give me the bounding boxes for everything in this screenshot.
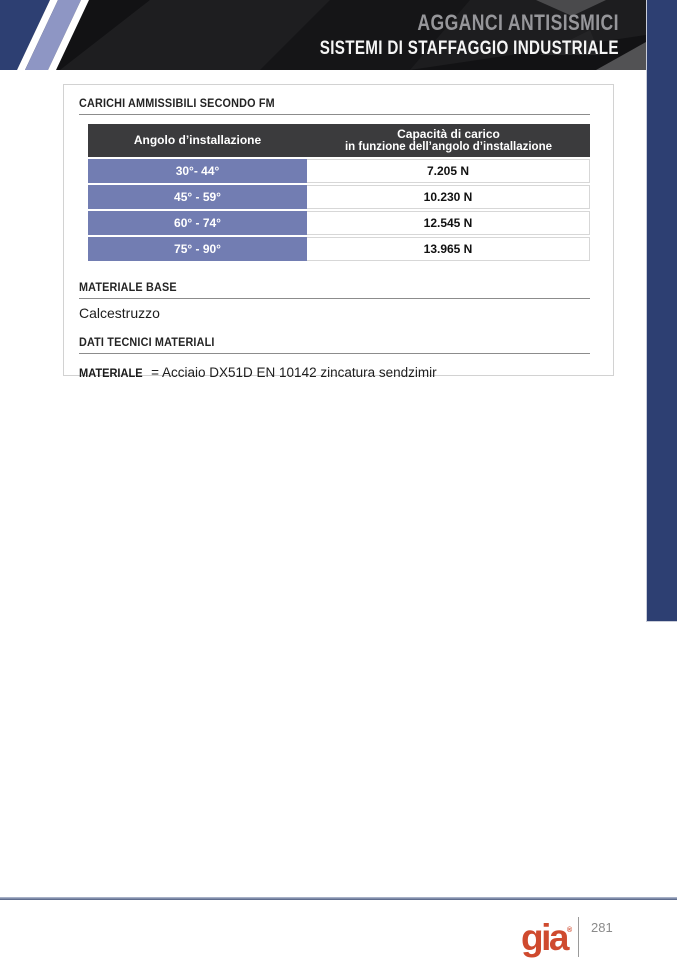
header-facet-decoration	[0, 0, 646, 70]
footer-vertical-divider	[578, 917, 579, 957]
capacity-cell: 7.205 N	[307, 159, 590, 183]
capacity-cell: 10.230 N	[307, 185, 590, 209]
section-header-dati-tecnici-label: DATI TECNICI MATERIALI	[79, 335, 215, 349]
table-row: 45° - 59° 10.230 N	[88, 185, 590, 209]
section-header-dati-tecnici: DATI TECNICI MATERIALI	[79, 336, 590, 354]
corner-light-stripe	[25, 0, 81, 70]
load-capacity-table: Angolo d’installazione Capacità di caric…	[88, 124, 590, 261]
material-value: = Acciaio DX51D EN 10142 zincatura sendz…	[151, 365, 437, 380]
section-header-carichi-label: CARICHI AMMISSIBILI SECONDO FM	[79, 96, 275, 110]
capacity-cell: 12.545 N	[307, 211, 590, 235]
table-row: 30°- 44° 7.205 N	[88, 159, 590, 183]
base-material-value: Calcestruzzo	[79, 305, 160, 321]
gia-logo-text: gia	[521, 917, 569, 958]
page-subtitle: SISTEMI DI STAFFAGGIO INDUSTRIALE	[319, 38, 619, 59]
angle-cell: 45° - 59°	[88, 185, 307, 209]
table-header-angle-label: Angolo d’installazione	[133, 133, 262, 147]
section-header-carichi: CARICHI AMMISSIBILI SECONDO FM	[79, 97, 590, 115]
page-title: AGGANCI ANTISISMICI	[417, 10, 619, 35]
section-header-materiale-base-label: MATERIALE BASE	[79, 280, 177, 294]
gia-logo: gia®	[521, 911, 573, 958]
material-key: MATERIALE	[79, 366, 143, 380]
table-header-row: Angolo d’installazione Capacità di caric…	[88, 124, 590, 157]
table-header-capacity: Capacità di carico in funzione dell’ango…	[307, 124, 590, 157]
table-row: 60° - 74° 12.545 N	[88, 211, 590, 235]
page-header: AGGANCI ANTISISMICI SISTEMI DI STAFFAGGI…	[0, 0, 646, 70]
table-header-capacity-line2: in funzione dell’angolo d’installazione	[344, 140, 552, 153]
table-header-capacity-line1: Capacità di carico	[397, 126, 500, 141]
footer-divider-rule	[0, 897, 677, 900]
section-header-materiale-base: MATERIALE BASE	[79, 281, 590, 299]
registered-mark: ®	[566, 927, 573, 934]
table-row: 75° - 90° 13.965 N	[88, 237, 590, 261]
angle-cell: 30°- 44°	[88, 159, 307, 183]
table-header-angle: Angolo d’installazione	[88, 124, 307, 157]
angle-cell: 75° - 90°	[88, 237, 307, 261]
capacity-cell: 13.965 N	[307, 237, 590, 261]
side-accent-strip	[646, 0, 677, 622]
content-panel: CARICHI AMMISSIBILI SECONDO FM Angolo d’…	[63, 84, 614, 380]
page-number: 281	[591, 920, 613, 935]
material-spec-line: MATERIALE = Acciaio DX51D EN 10142 zincat…	[79, 365, 590, 381]
angle-cell: 60° - 74°	[88, 211, 307, 235]
header-titles: AGGANCI ANTISISMICI SISTEMI DI STAFFAGGI…	[0, 0, 646, 70]
corner-navy-shape	[0, 0, 50, 70]
